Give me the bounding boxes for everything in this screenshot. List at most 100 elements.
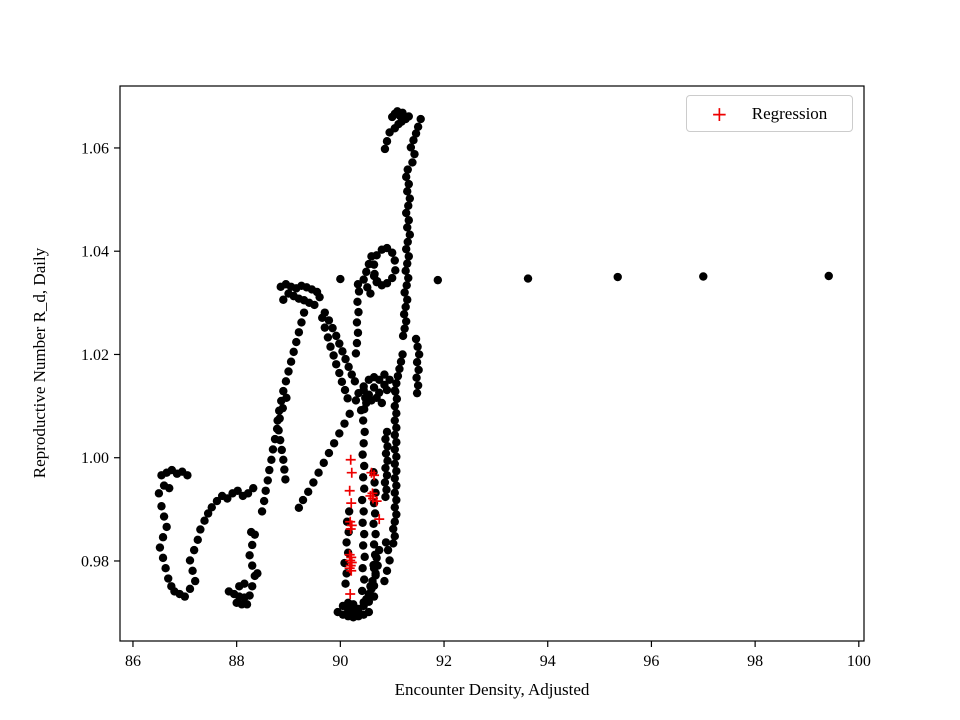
- data-point: [343, 394, 352, 403]
- data-point: [180, 592, 190, 601]
- data-point: [413, 381, 423, 390]
- data-point: [392, 466, 401, 476]
- data-point: [392, 481, 401, 490]
- data-point: [404, 252, 413, 261]
- data-point: [404, 179, 413, 189]
- data-point: [279, 295, 288, 304]
- regression-point: [346, 467, 357, 478]
- data-point: [279, 386, 288, 396]
- data-point: [242, 600, 252, 609]
- data-point: [354, 287, 364, 296]
- data-point: [190, 576, 200, 586]
- data-point: [340, 385, 350, 395]
- data-point: [324, 448, 334, 458]
- data-point: [335, 339, 344, 348]
- data-point: [406, 143, 416, 152]
- data-point: [412, 388, 422, 398]
- data-point: [164, 574, 173, 583]
- data-point: [320, 308, 329, 317]
- data-point: [381, 434, 390, 444]
- data-point: [390, 430, 399, 440]
- data-point: [157, 502, 166, 511]
- x-tick-label: 92: [436, 653, 452, 670]
- legend: + Regression: [686, 95, 853, 132]
- data-point: [382, 137, 392, 146]
- y-tick-label: 1.04: [81, 244, 109, 261]
- data-point: [403, 259, 412, 268]
- y-tick-label: 1.00: [81, 450, 109, 467]
- data-point: [185, 556, 195, 565]
- data-point: [351, 396, 361, 405]
- data-point: [350, 377, 360, 386]
- data-point: [292, 337, 301, 347]
- data-point: [272, 424, 282, 434]
- data-point: [613, 272, 622, 282]
- data-point: [354, 307, 363, 317]
- data-point: [336, 274, 345, 284]
- data-point: [294, 328, 304, 337]
- data-point: [335, 368, 344, 378]
- data-point: [387, 273, 397, 283]
- data-point: [401, 208, 411, 218]
- data-point: [380, 576, 389, 586]
- data-point: [408, 158, 417, 167]
- data-point: [344, 362, 353, 372]
- data-point: [356, 406, 366, 415]
- data-point: [413, 342, 422, 351]
- data-point: [372, 553, 381, 563]
- data-point: [358, 541, 368, 550]
- data-point: [345, 409, 354, 419]
- data-point: [328, 323, 337, 333]
- data-point: [372, 276, 382, 286]
- data-point: [189, 545, 199, 555]
- data-point: [332, 331, 341, 341]
- data-point: [401, 172, 411, 182]
- data-point: [161, 564, 170, 573]
- data-point: [362, 398, 371, 408]
- data-point: [375, 375, 384, 384]
- data-point: [400, 324, 409, 333]
- data-point: [404, 112, 413, 121]
- data-point: [403, 187, 412, 196]
- regression-point: [345, 454, 356, 465]
- data-point: [392, 438, 401, 447]
- data-point: [358, 518, 367, 527]
- data-point: [310, 300, 319, 310]
- data-point: [358, 450, 367, 459]
- data-point: [353, 297, 362, 307]
- data-point: [390, 445, 399, 454]
- data-point: [342, 538, 351, 547]
- data-point: [257, 507, 267, 516]
- data-point: [196, 525, 205, 534]
- data-point: [382, 385, 392, 395]
- data-point: [341, 354, 350, 364]
- plot-frame: [119, 85, 865, 642]
- y-tick-label: 0.98: [81, 553, 109, 570]
- data-point: [212, 496, 222, 506]
- data-point: [249, 483, 258, 493]
- data-point: [347, 370, 356, 379]
- data-point: [391, 387, 400, 396]
- data-point: [381, 449, 391, 458]
- regression-point: [371, 496, 382, 507]
- data-point: [381, 538, 391, 547]
- data-point: [401, 266, 410, 276]
- data-point: [359, 461, 369, 471]
- data-point: [267, 455, 276, 464]
- data-point: [304, 487, 313, 496]
- data-point: [223, 494, 232, 503]
- data-point: [351, 349, 361, 358]
- data-point: [401, 302, 410, 312]
- data-point: [372, 393, 381, 403]
- data-point: [203, 509, 213, 518]
- data-point: [359, 575, 369, 584]
- data-point: [390, 474, 399, 483]
- data-point: [286, 357, 296, 366]
- data-point: [380, 370, 389, 379]
- data-point: [383, 456, 392, 466]
- data-point: [366, 289, 375, 298]
- x-tick-label: 96: [643, 653, 659, 670]
- data-point: [299, 308, 309, 317]
- data-point: [404, 216, 413, 225]
